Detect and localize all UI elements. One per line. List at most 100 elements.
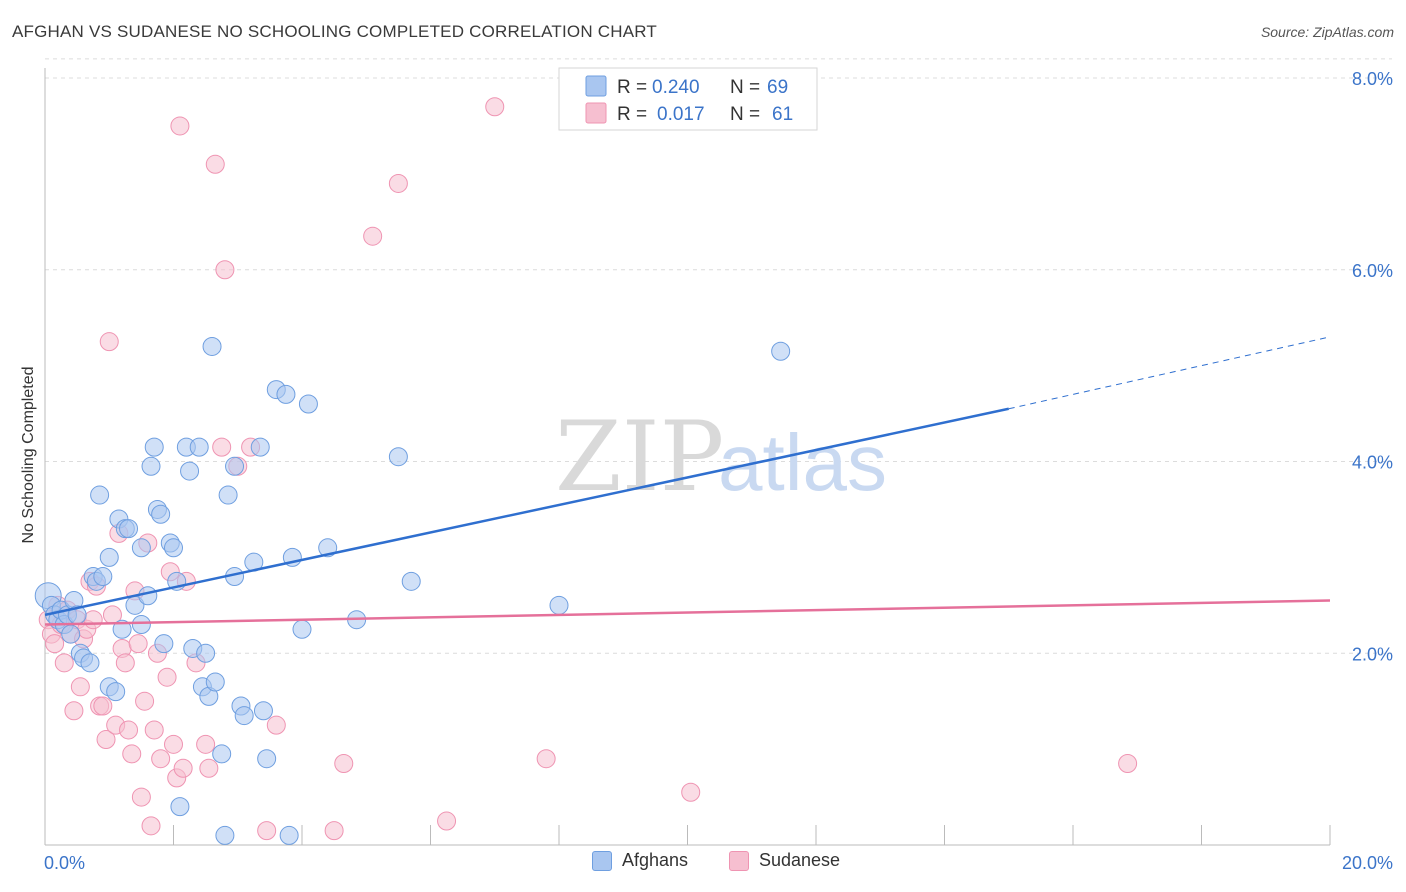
sudanese-point [257, 821, 277, 841]
sudanese-point [173, 758, 193, 778]
sudanese-point [96, 730, 116, 750]
stats-legend: R = 0.240 N = 69 R = 0.017 N = 61 [558, 67, 818, 131]
legend-r-value-2: 0.017 [657, 104, 705, 125]
sudanese-point [135, 691, 155, 711]
sudanese-point [212, 437, 232, 457]
sudanese-swatch [729, 850, 749, 871]
y-tick-label: 4.0% [1352, 453, 1393, 473]
sudanese-point [266, 715, 286, 735]
afghans-point [771, 341, 791, 361]
afghans-point [225, 456, 245, 476]
afghans-point [253, 701, 273, 721]
legend-n-label-1: N = [730, 77, 760, 98]
afghans-point [80, 653, 100, 673]
legend-item-afghans: Afghans [592, 850, 688, 871]
sudanese-point [199, 758, 219, 778]
afghans-point [257, 749, 277, 769]
afghans-point [164, 538, 183, 558]
legend-n-label-2: N = [730, 104, 760, 125]
afghans-point [119, 519, 139, 539]
afghans-point [401, 571, 421, 591]
sudanese-point [1118, 754, 1138, 774]
afghans-point [292, 619, 312, 639]
afghans-point [250, 437, 270, 457]
sudanese-point [536, 749, 556, 769]
sudanese-point [144, 720, 164, 740]
afghans-point [112, 619, 132, 639]
afghans-point [154, 634, 174, 654]
sudanese-point [215, 260, 235, 280]
watermark-atlas: atlas [718, 418, 887, 507]
afghans-point [90, 485, 110, 505]
afghans-point [212, 744, 232, 764]
y-tick-label: 2.0% [1352, 644, 1393, 664]
afghans-point [215, 825, 235, 845]
afghans-point [170, 797, 190, 817]
y-axis-title: No Schooling Completed [20, 367, 37, 544]
sudanese-point [83, 610, 103, 630]
afghans-point [202, 336, 222, 356]
afghans-point [180, 461, 200, 481]
afghans-label: Afghans [622, 850, 689, 870]
sudanese-point [196, 734, 216, 754]
trend-lines [44, 336, 1331, 626]
legend-swatch-afghans [585, 75, 607, 97]
sudanese-point [324, 821, 344, 841]
afghans-point [196, 643, 216, 663]
sudanese-trend-line [44, 599, 1331, 626]
sudanese-point [334, 754, 354, 774]
legend-r-label-1: R = [617, 77, 647, 98]
sudanese-point [54, 653, 74, 673]
sudanese-point [170, 116, 190, 136]
afghans-point [279, 825, 299, 845]
sudanese-point [45, 634, 65, 654]
x-tick-label-min: 0.0% [44, 853, 85, 873]
series-legend: Afghans Sudanese [0, 850, 1406, 880]
afghans-trend-line [44, 407, 1010, 617]
afghans-point [61, 624, 81, 644]
afghans-point [131, 614, 151, 634]
afghans-point [218, 485, 238, 505]
sudanese-point [437, 811, 457, 831]
sudanese-point [681, 782, 701, 802]
sudanese-point [99, 332, 119, 352]
sudanese-point [131, 787, 151, 807]
sudanese-point [141, 816, 161, 836]
sudanese-point [164, 734, 183, 754]
legend-r-value-1: 0.240 [652, 77, 700, 98]
sudanese-point [485, 97, 505, 117]
sudanese-point [115, 653, 135, 673]
afghans-point [99, 547, 119, 567]
afghans-point [141, 456, 161, 476]
afghans-swatch [592, 850, 612, 871]
x-tick-label-max: 20.0% [1342, 853, 1393, 873]
sudanese-point [64, 701, 84, 721]
legend-n-value-1: 69 [767, 77, 788, 98]
chart-title: AFGHAN VS SUDANESE NO SCHOOLING COMPLETE… [12, 22, 657, 41]
afghans-point [144, 437, 164, 457]
grid-lines [45, 58, 1392, 654]
watermark-zip: ZIP [555, 401, 724, 513]
sudanese-point [119, 720, 139, 740]
sudanese-point [157, 667, 177, 687]
legend-swatch-sudanese [585, 102, 607, 124]
y-tick-labels: 2.0% 4.0% 6.0% 8.0% [1352, 69, 1393, 664]
afghans-trend-extension [1008, 336, 1331, 410]
sudanese-point [205, 154, 225, 174]
sudanese-point [363, 226, 383, 246]
sudanese-point [388, 173, 408, 193]
sudanese-point [70, 677, 90, 697]
afghans-point [189, 437, 209, 457]
legend-item-sudanese: Sudanese [729, 850, 840, 871]
sudanese-point [128, 634, 148, 654]
afghans-point [106, 682, 126, 702]
afghans-point [298, 394, 318, 414]
chart-source: Source: ZipAtlas.com [1260, 24, 1394, 40]
sudanese-label: Sudanese [759, 850, 841, 870]
y-tick-label: 6.0% [1352, 261, 1393, 281]
afghans-points [34, 336, 791, 845]
sudanese-point [93, 696, 113, 716]
afghans-point [205, 672, 225, 692]
afghans-point [276, 384, 296, 404]
